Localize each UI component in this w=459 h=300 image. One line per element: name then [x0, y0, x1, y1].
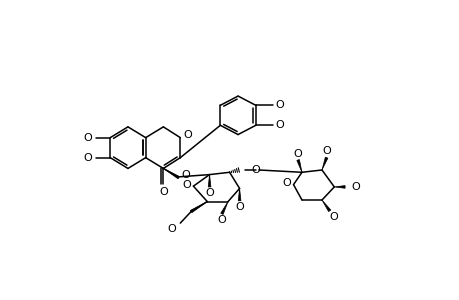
Text: O: O: [167, 224, 175, 233]
Polygon shape: [208, 175, 211, 187]
Text: O: O: [181, 170, 190, 180]
Polygon shape: [334, 186, 344, 188]
Text: O: O: [84, 153, 92, 163]
Polygon shape: [190, 202, 207, 213]
Text: O: O: [205, 188, 213, 198]
Text: O: O: [275, 120, 284, 130]
Text: O: O: [251, 165, 259, 175]
Text: O: O: [183, 130, 192, 140]
Text: O: O: [84, 133, 92, 142]
Text: O: O: [275, 100, 284, 110]
Text: O: O: [322, 146, 330, 157]
Text: O: O: [282, 178, 291, 188]
Text: O: O: [293, 149, 302, 159]
Polygon shape: [321, 200, 330, 212]
Polygon shape: [220, 202, 228, 214]
Text: O: O: [329, 212, 338, 222]
Text: O: O: [182, 180, 190, 190]
Text: O: O: [235, 202, 243, 212]
Text: O: O: [159, 187, 168, 196]
Text: O: O: [351, 182, 359, 192]
Polygon shape: [296, 160, 301, 172]
Polygon shape: [163, 168, 179, 179]
Text: O: O: [217, 215, 226, 225]
Polygon shape: [238, 188, 241, 201]
Polygon shape: [321, 157, 327, 170]
